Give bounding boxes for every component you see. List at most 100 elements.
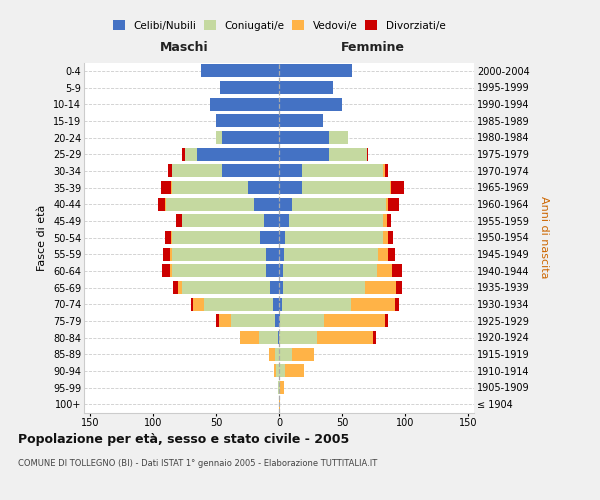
Bar xyxy=(386,198,388,210)
Bar xyxy=(279,81,333,94)
Bar xyxy=(171,181,172,194)
Bar xyxy=(176,214,182,228)
Bar xyxy=(395,298,398,310)
Bar xyxy=(223,131,279,144)
Bar xyxy=(280,314,324,328)
Bar xyxy=(172,164,223,177)
Bar xyxy=(377,264,392,278)
Bar xyxy=(260,231,279,244)
Bar xyxy=(279,148,329,160)
Bar xyxy=(185,148,197,160)
Bar xyxy=(170,264,172,278)
Bar xyxy=(172,181,248,194)
Bar xyxy=(383,231,388,244)
Bar xyxy=(210,98,279,110)
Bar xyxy=(172,248,266,260)
Bar xyxy=(365,281,396,294)
Bar xyxy=(216,131,223,144)
Text: COMUNE DI TOLLEGNO (BI) - Dati ISTAT 1° gennaio 2005 - Elaborazione TUTTITALIA.I: COMUNE DI TOLLEGNO (BI) - Dati ISTAT 1° … xyxy=(18,459,377,468)
Bar xyxy=(270,281,279,294)
Bar xyxy=(284,248,379,260)
Bar xyxy=(279,164,302,177)
Bar xyxy=(302,164,383,177)
Bar xyxy=(279,381,280,394)
Bar xyxy=(388,248,395,260)
Bar xyxy=(379,248,388,260)
Bar xyxy=(193,298,203,310)
Bar xyxy=(164,198,166,210)
Bar xyxy=(279,231,285,244)
Bar xyxy=(373,331,376,344)
Bar xyxy=(279,298,281,310)
Bar xyxy=(254,198,279,210)
Bar xyxy=(388,198,398,210)
Bar xyxy=(279,114,323,128)
Bar xyxy=(163,248,170,260)
Bar xyxy=(385,314,388,328)
Bar xyxy=(302,181,390,194)
Bar xyxy=(275,348,279,360)
Y-axis label: Anni di nascita: Anni di nascita xyxy=(539,196,549,278)
Bar xyxy=(278,331,279,344)
Bar xyxy=(166,198,254,210)
Bar xyxy=(170,248,172,260)
Bar xyxy=(391,181,404,194)
Bar xyxy=(367,148,368,160)
Bar xyxy=(201,64,279,78)
Bar xyxy=(383,164,385,177)
Bar xyxy=(317,331,373,344)
Bar xyxy=(216,114,279,128)
Bar xyxy=(182,214,264,228)
Bar xyxy=(162,264,170,278)
Bar xyxy=(279,281,283,294)
Bar xyxy=(279,181,302,194)
Bar xyxy=(279,331,317,344)
Bar xyxy=(279,264,283,278)
Bar xyxy=(292,348,314,360)
Bar xyxy=(218,314,231,328)
Bar xyxy=(168,164,172,177)
Bar xyxy=(279,314,280,328)
Bar xyxy=(191,298,193,310)
Bar xyxy=(283,264,377,278)
Bar xyxy=(275,314,279,328)
Bar xyxy=(197,148,279,160)
Bar xyxy=(171,231,172,244)
Bar xyxy=(279,98,342,110)
Bar xyxy=(292,198,386,210)
Bar xyxy=(388,231,394,244)
Bar xyxy=(281,298,351,310)
Bar xyxy=(385,164,388,177)
Bar xyxy=(329,131,348,144)
Bar xyxy=(173,281,178,294)
Bar xyxy=(178,281,182,294)
Bar xyxy=(279,131,329,144)
Bar xyxy=(383,214,387,228)
Bar xyxy=(390,181,391,194)
Text: Maschi: Maschi xyxy=(160,41,209,54)
Bar xyxy=(164,231,171,244)
Bar xyxy=(283,281,365,294)
Bar xyxy=(285,231,383,244)
Bar xyxy=(266,264,279,278)
Bar xyxy=(279,64,352,78)
Bar xyxy=(279,398,280,410)
Bar xyxy=(279,198,292,210)
Bar xyxy=(351,298,395,310)
Bar xyxy=(172,264,266,278)
Bar xyxy=(269,348,275,360)
Bar xyxy=(277,364,279,378)
Bar xyxy=(324,314,385,328)
Bar xyxy=(279,364,285,378)
Y-axis label: Fasce di età: Fasce di età xyxy=(37,204,47,270)
Bar xyxy=(161,181,171,194)
Bar xyxy=(220,81,279,94)
Bar xyxy=(240,331,259,344)
Bar xyxy=(289,214,383,228)
Bar xyxy=(231,314,275,328)
Bar xyxy=(279,214,289,228)
Bar xyxy=(279,348,292,360)
Bar xyxy=(285,364,304,378)
Bar xyxy=(172,231,260,244)
Bar xyxy=(182,281,270,294)
